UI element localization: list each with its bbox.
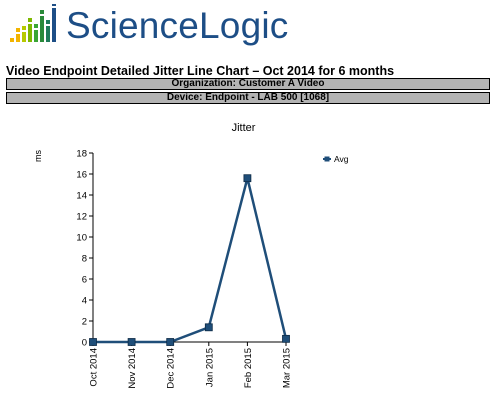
y-tick-label: 18 <box>76 149 87 160</box>
chart-title: Jitter <box>232 122 256 134</box>
y-tick-label: 8 <box>82 254 87 265</box>
legend-label-avg: Avg <box>334 154 349 164</box>
x-tick-label: Jan 2015 <box>204 348 215 387</box>
y-tick-label: 10 <box>76 233 87 244</box>
y-tick-label: 12 <box>76 212 87 223</box>
device-band: Device: Endpoint - LAB 500 [1068] <box>6 92 490 104</box>
x-tick-label: Nov 2014 <box>127 348 138 389</box>
y-tick-label: 0 <box>82 338 87 349</box>
data-point <box>243 174 252 183</box>
y-tick-label: 4 <box>82 296 87 307</box>
x-tick-label: Mar 2015 <box>282 348 293 388</box>
y-tick-label: 14 <box>76 191 87 202</box>
y-axis-label: ms <box>33 150 43 162</box>
y-tick-label: 2 <box>82 317 87 328</box>
series-line-avg <box>93 176 288 344</box>
data-point <box>204 323 213 332</box>
y-tick-label: 6 <box>82 275 87 286</box>
data-point <box>166 338 175 346</box>
logo-bars-icon <box>10 4 56 42</box>
x-tick-label: Dec 2014 <box>166 348 177 389</box>
data-point <box>127 338 136 346</box>
data-point <box>89 338 97 346</box>
y-tick-label: 16 <box>76 170 87 181</box>
sciencelogic-logo: ScienceLogic <box>8 4 308 48</box>
legend-swatch-marker <box>324 156 330 162</box>
logo-wordmark: ScienceLogic <box>66 5 289 46</box>
x-tick-label: Feb 2015 <box>243 348 254 388</box>
organization-band: Organization: Customer A Video <box>6 78 490 90</box>
data-point <box>282 334 290 343</box>
x-tick-label: Oct 2014 <box>89 348 100 387</box>
report-title: Video Endpoint Detailed Jitter Line Char… <box>6 64 395 78</box>
